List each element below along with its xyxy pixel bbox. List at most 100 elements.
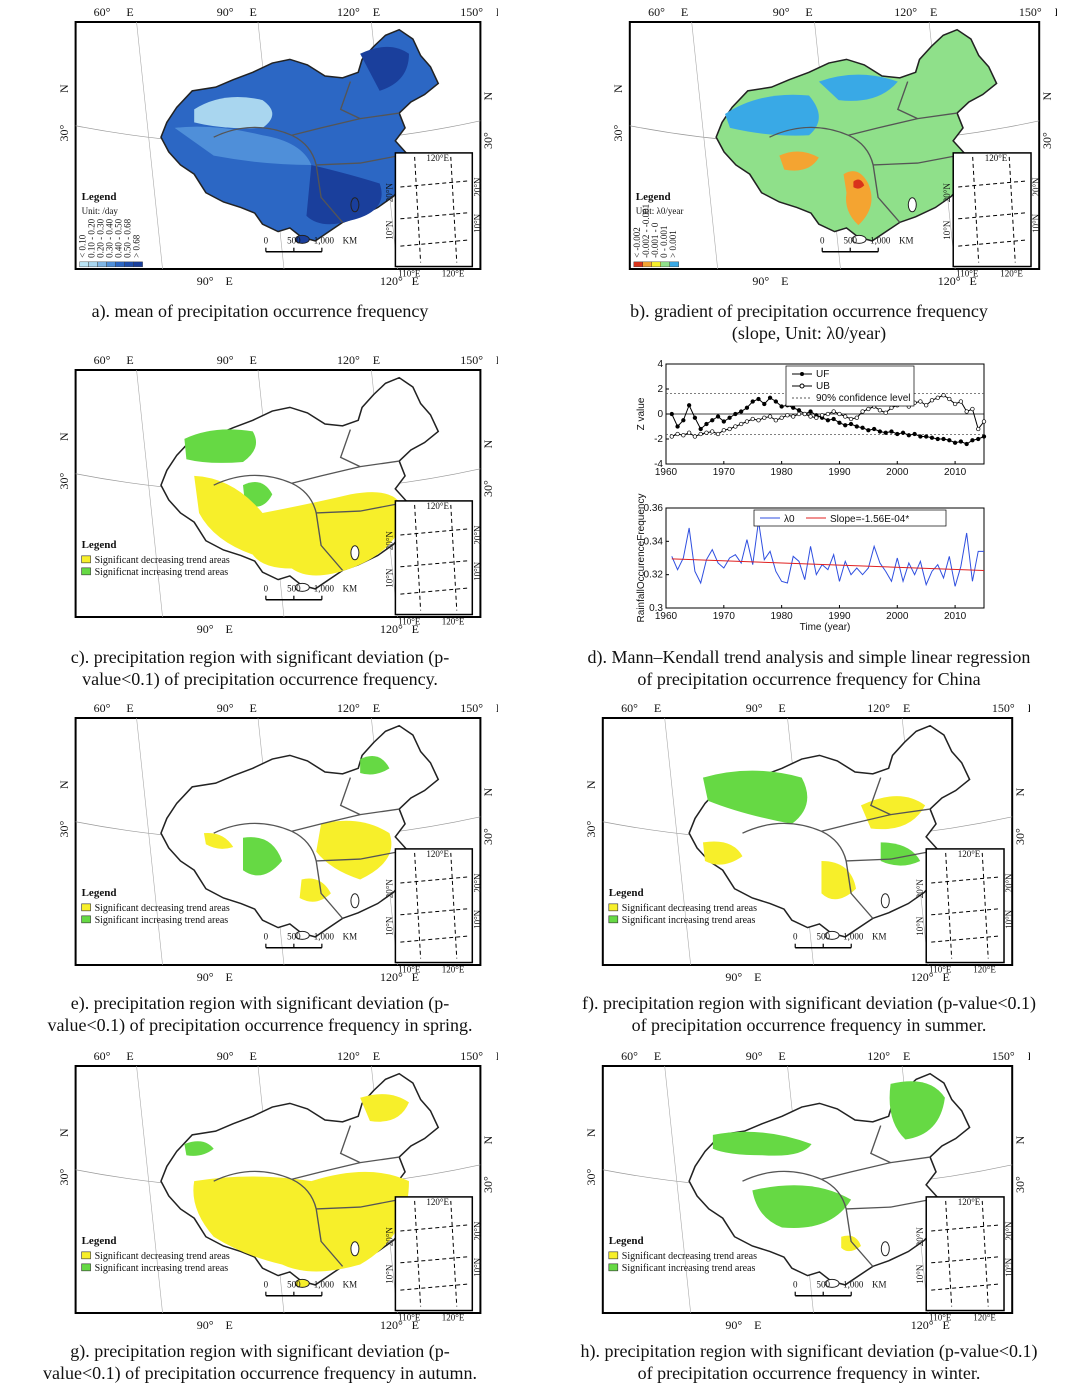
lon-suffix-top: E xyxy=(805,5,812,19)
lat-suffix-right: N xyxy=(1040,91,1054,100)
scale-label: 0 xyxy=(793,1280,798,1290)
lon-suffix-top: E xyxy=(496,701,498,715)
region-negative-trend xyxy=(725,94,819,136)
lon-suffix-top: E xyxy=(1028,701,1030,715)
inset-label: 10°N xyxy=(942,220,952,240)
taiwan-island xyxy=(350,197,360,213)
point-UB xyxy=(935,395,940,400)
point-UB xyxy=(756,418,761,423)
point-UF xyxy=(721,419,726,424)
region-boundary xyxy=(339,81,361,120)
lat-label-right: 30° xyxy=(1013,828,1027,845)
legend-class-label: < 0.10 xyxy=(78,234,88,258)
region-boundary xyxy=(315,512,344,571)
point-UB xyxy=(698,431,703,437)
lat-label-right: 30° xyxy=(481,1176,495,1193)
inset-south-china-sea xyxy=(394,500,474,616)
region-boundary xyxy=(845,1208,874,1267)
x-tick-label: 1980 xyxy=(771,611,794,622)
point-UF xyxy=(773,399,779,404)
legend-label-confidence: 90% confidence level xyxy=(816,393,911,404)
point-UB xyxy=(704,430,709,435)
point-UF xyxy=(895,431,900,437)
lat-label-right: 30° xyxy=(481,480,495,497)
caption-d-line: d). Mann–Kendall trend analysis and simp… xyxy=(587,647,1031,667)
region-increasing-se xyxy=(880,842,921,866)
point-UF xyxy=(669,411,674,417)
region-boundary xyxy=(339,429,361,468)
region-boundary xyxy=(872,164,901,223)
inset-label: 20°N xyxy=(384,183,394,203)
lon-suffix-top: E xyxy=(496,353,498,367)
region-decreasing-west xyxy=(702,841,743,865)
point-UB xyxy=(883,410,888,415)
point-UF xyxy=(692,415,698,420)
x-tick-label: 1960 xyxy=(655,611,678,622)
inset-label: 110°E xyxy=(929,965,952,975)
lon-label-top: 120° xyxy=(337,5,360,19)
scale-label: 500 xyxy=(843,236,857,246)
lon-suffix-top: E xyxy=(373,701,380,715)
lon-label-top: 120° xyxy=(337,353,360,367)
inset-grid-line xyxy=(931,908,1000,916)
point-UF xyxy=(750,399,755,404)
region-increasing-north xyxy=(712,1131,812,1156)
inset-label: 10°N xyxy=(384,916,394,936)
lon-label-bottom: 90° xyxy=(752,274,769,288)
point-UB xyxy=(785,413,790,418)
region-boundary xyxy=(315,1208,344,1267)
lon-label-top: 90° xyxy=(217,701,234,715)
lon-label-top: 90° xyxy=(217,353,234,367)
point-UB xyxy=(721,428,726,433)
caption-c: c). precipitation region with significan… xyxy=(0,646,520,690)
lon-label-bottom: 120° xyxy=(938,274,961,288)
caption-h: h). precipitation region with significan… xyxy=(540,1340,1078,1384)
region-boundary xyxy=(316,851,400,862)
point-UB xyxy=(767,414,773,419)
point-UF xyxy=(871,426,877,432)
point-UB xyxy=(825,411,831,417)
inset-south-china-sea xyxy=(394,1196,474,1312)
region-boundary xyxy=(846,851,931,862)
scale-label: KM xyxy=(872,1280,887,1290)
point-UF xyxy=(918,434,923,439)
region-boundary xyxy=(213,822,317,862)
lon-suffix-top: E xyxy=(654,1049,661,1063)
map-panel-b: 60°E90°E120°E150°E30°N30°N90°E120°E120°E… xyxy=(611,4,1062,289)
point-UB xyxy=(733,424,738,429)
point-UB xyxy=(727,426,732,432)
lon-label-top: 120° xyxy=(337,701,360,715)
point-UB xyxy=(877,408,883,413)
region-boundary xyxy=(291,1156,400,1180)
inset-grid-line xyxy=(414,852,422,959)
x-tick-label: 2000 xyxy=(886,611,909,622)
point-UF xyxy=(715,414,721,419)
caption-a: a). mean of precipitation occurrence fre… xyxy=(0,300,520,322)
point-UB xyxy=(843,414,848,419)
lat-label-left: 30° xyxy=(585,821,598,838)
scale-label: 500 xyxy=(816,1280,830,1290)
region-boundary xyxy=(213,474,317,514)
lat-label-right: 30° xyxy=(1040,132,1054,149)
point-UF xyxy=(727,415,732,420)
lat-suffix-left: N xyxy=(612,84,625,93)
lon-suffix-top: E xyxy=(1055,5,1057,19)
point-UF xyxy=(877,429,883,434)
inset-label: 20°N xyxy=(915,1227,925,1247)
lon-suffix-bottom: E xyxy=(412,622,419,636)
region-boundary xyxy=(742,822,847,862)
caption-b-line: b). gradient of precipitation occurrence… xyxy=(630,301,988,321)
graticule-lon xyxy=(136,369,163,618)
china-map xyxy=(160,28,440,242)
inset-label: 120°E xyxy=(442,269,465,279)
point-UB xyxy=(802,411,807,417)
y-tick-label: 2 xyxy=(657,384,663,395)
map-svg: 60°E90°E120°E150°E30°N30°N90°E120°E120°E… xyxy=(57,353,503,636)
point-UF xyxy=(924,434,929,439)
point-UB xyxy=(814,415,819,420)
point-UF xyxy=(860,425,865,430)
scale-label: KM xyxy=(872,932,887,942)
region-decreasing-north xyxy=(860,796,926,830)
region-low-frequency xyxy=(194,97,273,129)
region-increasing xyxy=(184,1141,214,1156)
